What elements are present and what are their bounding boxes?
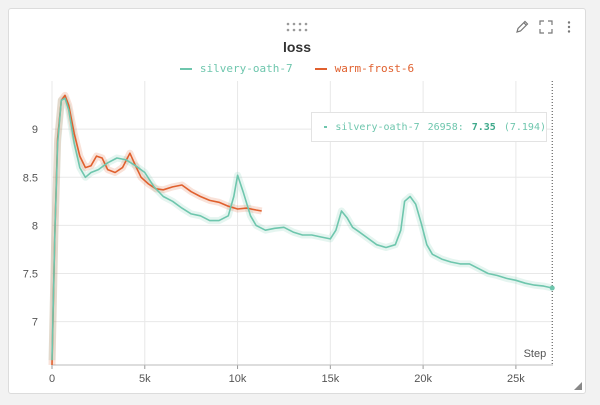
y-tick-label: 7 xyxy=(32,317,38,329)
series-line-warm-frost-6-band xyxy=(52,95,262,365)
tooltip-swatch xyxy=(324,126,327,128)
plot-area[interactable]: 7 7.5 8 8.5 9 0 5k 10k 15k 20k 25k Step xyxy=(9,9,585,393)
y-tick-label: 8.5 xyxy=(23,172,38,184)
tooltip-step: 26958: xyxy=(428,122,464,133)
series-line-warm-frost-6 xyxy=(52,95,262,365)
x-tick-label: 25k xyxy=(507,373,525,385)
x-tick-label: 15k xyxy=(321,373,339,385)
x-tick-label: 0 xyxy=(49,373,55,385)
tooltip-smoothed: (7.194) xyxy=(504,122,546,133)
y-tick-label: 9 xyxy=(32,124,38,136)
y-tick-label: 8 xyxy=(32,220,38,232)
tooltip-value: 7.35 xyxy=(472,122,496,133)
hover-point xyxy=(550,285,555,290)
hover-tooltip: silvery-oath-7 26958: 7.35 (7.194) xyxy=(311,112,547,142)
x-tick-label: 10k xyxy=(229,373,247,385)
tooltip-series-name: silvery-oath-7 xyxy=(335,122,419,133)
hover-indicator xyxy=(550,81,555,365)
x-tick-label: 5k xyxy=(139,373,151,385)
y-tick-label: 7.5 xyxy=(23,269,38,281)
chart-panel: loss silvery-oath-7 warm-frost-6 7 7.5 8 8.… xyxy=(8,8,586,394)
x-axis-label: Step xyxy=(524,348,547,360)
resize-handle-icon[interactable] xyxy=(574,382,582,390)
x-tick-label: 20k xyxy=(414,373,432,385)
